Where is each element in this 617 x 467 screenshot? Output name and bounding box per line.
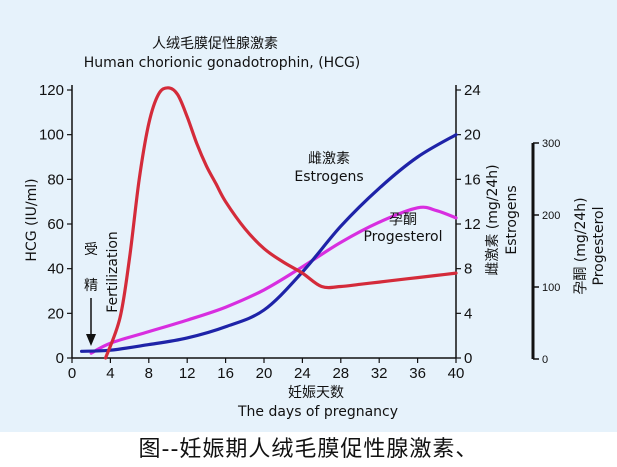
x-tick-label: 4 bbox=[106, 365, 114, 382]
x-axis-label-en: The days of pregnancy bbox=[237, 404, 398, 420]
estrogens-annotation-cn: 雌激素 bbox=[308, 150, 350, 167]
y-axis-label-right1-en: Estrogens bbox=[504, 185, 520, 254]
x-tick-label: 36 bbox=[409, 365, 426, 382]
estrogens-annotation-en: Estrogens bbox=[294, 169, 363, 185]
y-axis-label-right2-en: Progesterol bbox=[591, 206, 607, 285]
progesterol-annotation-en: Progesterol bbox=[363, 229, 442, 245]
left-y-tick-label: 60 bbox=[47, 216, 64, 233]
fertilization-arrow bbox=[86, 298, 96, 346]
chart-title-cn: 人绒毛膜促性腺激素 bbox=[152, 35, 278, 52]
y-axis-label-right2-cn: 孕酮 (mg/24h) bbox=[573, 197, 589, 294]
left-y-tick-label: 0 bbox=[56, 350, 64, 367]
left-y-tick-label: 80 bbox=[47, 171, 64, 188]
chart-title-en: Human chorionic gonadotrophin, (HCG) bbox=[84, 55, 361, 71]
left-y-tick-label: 40 bbox=[47, 261, 64, 278]
x-axis-label-cn: 妊娠天数 bbox=[288, 385, 344, 401]
right1-y-tick-label: 20 bbox=[464, 127, 481, 144]
left-y-tick-label: 100 bbox=[39, 127, 64, 144]
right1-y-tick-label: 4 bbox=[464, 305, 472, 322]
x-tick-label: 16 bbox=[217, 365, 234, 382]
fertilization-label-cn-1: 受 bbox=[84, 242, 98, 258]
series-lines bbox=[80, 86, 458, 360]
pregnancy-hormone-chart: 0 4 8 12 16 20 24 28 32 36 40020406080100120048121… bbox=[24, 35, 607, 420]
x-tick-label: 0 bbox=[68, 365, 76, 382]
right1-y-tick-label: 24 bbox=[464, 82, 481, 99]
y-axis-label-left: HCG (IU/ml) bbox=[24, 178, 40, 261]
right2-y-tick-label: 200 bbox=[542, 210, 560, 222]
x-tick-label: 32 bbox=[371, 365, 388, 382]
figure-caption: 图--妊娠期人绒毛膜促性腺激素、 bbox=[0, 432, 617, 467]
right1-y-tick-label: 16 bbox=[464, 171, 481, 188]
y-axis-label-right1-cn: 雌激素 (mg/24h) bbox=[484, 164, 501, 275]
x-tick-label: 24 bbox=[294, 365, 311, 382]
right2-y-tick-label: 100 bbox=[542, 282, 560, 294]
right1-y-tick-label: 12 bbox=[464, 216, 481, 233]
x-tick-label: 20 bbox=[256, 365, 273, 382]
ticks: 0 4 8 12 16 20 24 28 32 36 40020406080100120048121… bbox=[39, 82, 560, 382]
progesterol-line bbox=[89, 205, 458, 355]
estrogens-line bbox=[80, 133, 458, 353]
x-tick-label: 40 bbox=[448, 365, 465, 382]
fertilization-label-en: Fertilization bbox=[105, 231, 121, 313]
fertilization-label-cn-2: 精 bbox=[84, 278, 98, 294]
right2-y-tick-label: 300 bbox=[542, 138, 560, 150]
left-y-tick-label: 120 bbox=[39, 82, 64, 99]
hcg-line bbox=[104, 86, 458, 360]
progesterol-annotation-cn: 孕酮 bbox=[389, 212, 417, 228]
right2-y-tick-label: 0 bbox=[542, 354, 548, 366]
left-y-tick-label: 20 bbox=[47, 305, 64, 322]
x-tick-label: 12 bbox=[179, 365, 196, 382]
right1-y-tick-label: 0 bbox=[464, 350, 472, 367]
axes bbox=[71, 85, 535, 359]
right1-y-tick-label: 8 bbox=[464, 261, 472, 278]
chart-area: 0 4 8 12 16 20 24 28 32 36 40 0 20 40 60 80 100 120 0 4 8 12 1… bbox=[0, 0, 617, 432]
x-tick-label: 28 bbox=[332, 365, 349, 382]
x-tick-label: 8 bbox=[145, 365, 153, 382]
